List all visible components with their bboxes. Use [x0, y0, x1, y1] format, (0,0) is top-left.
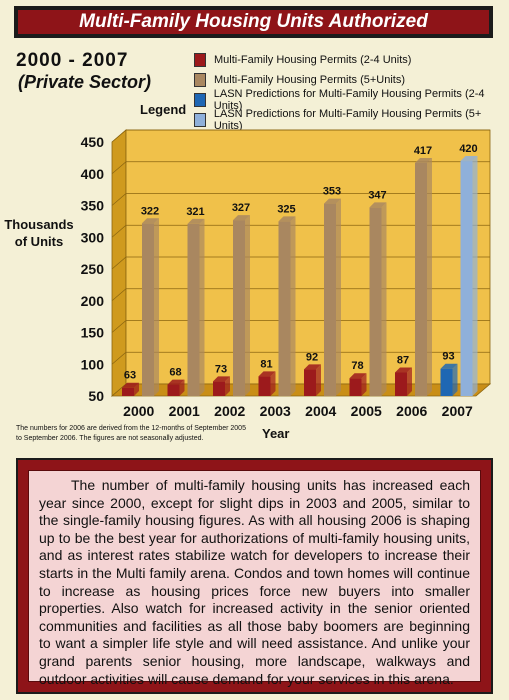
data-label: 353 — [323, 186, 341, 198]
bar-2002-0 — [213, 376, 230, 396]
bar-2002-1 — [233, 215, 250, 396]
legend-item-permits-2-4: Multi-Family Housing Permits (2-4 Units) — [194, 50, 509, 70]
y-tick-label: 300 — [81, 229, 105, 245]
legend-label-permits-2-4: Multi-Family Housing Permits (2-4 Units) — [214, 54, 412, 66]
data-label: 92 — [306, 351, 318, 363]
y-tick-label: 400 — [81, 166, 105, 182]
x-tick-label: 2007 — [442, 403, 473, 419]
data-label: 87 — [397, 355, 409, 367]
y-tick-label: 350 — [81, 198, 105, 214]
x-tick-label: 2000 — [123, 403, 154, 419]
y-tick-label: 50 — [88, 388, 104, 404]
data-label: 81 — [260, 358, 272, 370]
legend-item-predictions-2-4: LASN Predictions for Multi-Family Housin… — [194, 88, 509, 112]
bar-2005-1 — [369, 202, 387, 396]
bar-2006-1 — [415, 157, 432, 396]
bar-2007-3 — [460, 156, 478, 396]
data-label: 73 — [215, 363, 227, 375]
legend-swatch-permits-2-4 — [194, 53, 206, 67]
bar-2004-0 — [304, 364, 321, 396]
title-banner: Multi-Family Housing Units Authorized — [14, 6, 493, 38]
bar-2003-0 — [258, 371, 276, 396]
gridline — [111, 256, 490, 270]
bar-2000-1 — [142, 218, 159, 396]
bar-2004-1 — [324, 198, 341, 396]
legend-label-predictions-2-4: LASN Predictions for Multi-Family Housin… — [213, 88, 485, 112]
footnote: The numbers for 2006 are derived from th… — [16, 425, 246, 442]
gridline — [111, 129, 490, 143]
x-tick-label: 2002 — [214, 403, 245, 419]
gridline — [111, 161, 490, 175]
gridline — [111, 224, 490, 238]
bar-2003-1 — [278, 216, 296, 396]
y-tick-label: 250 — [81, 261, 105, 277]
gridline — [111, 193, 490, 206]
bar-2007-2 — [440, 363, 458, 396]
legend-label-predictions-5plus: LASN Predictions for Multi-Family Housin… — [213, 108, 482, 132]
data-label: 325 — [277, 203, 295, 215]
page-title: Multi-Family Housing Units Authorized — [79, 11, 428, 32]
y-tick-label: 100 — [81, 356, 105, 372]
bar-2006-0 — [395, 367, 412, 396]
data-label: 321 — [186, 206, 204, 218]
legend-title: Legend — [140, 102, 187, 117]
legend-label-permits-5plus: Multi-Family Housing Permits (5+Units) — [214, 74, 406, 86]
x-axis-title: Year — [262, 426, 290, 441]
bar-2005-0 — [349, 373, 367, 396]
data-label: 327 — [232, 202, 250, 214]
x-tick-label: 2003 — [260, 403, 291, 419]
bar-2000-0 — [122, 382, 139, 396]
bar-chart: 50 100 150 200 250 300 350 400 450 63 322 2000 68 321… — [81, 129, 492, 419]
legend-swatch-permits-5plus — [194, 73, 206, 87]
gridline — [111, 351, 490, 365]
legend-item-predictions-5plus: LASN Predictions for Multi-Family Housin… — [194, 108, 509, 132]
data-label: 347 — [368, 189, 386, 201]
x-tick-label: 2004 — [305, 403, 336, 419]
description-text: The number of multi-family housing units… — [28, 470, 481, 687]
gridline — [111, 320, 490, 333]
legend: Multi-Family Housing Permits (2-4 Units)… — [194, 50, 509, 132]
data-label: 93 — [442, 351, 454, 363]
legend-swatch-predictions-5plus — [194, 113, 206, 127]
legend-swatch-predictions-2-4 — [194, 93, 206, 107]
bar-2001-0 — [167, 379, 185, 396]
description-panel: The number of multi-family housing units… — [16, 458, 493, 694]
period-label: 2000 - 2007 — [16, 50, 129, 71]
bar-2001-1 — [187, 218, 205, 396]
y-tick-label: 200 — [81, 293, 105, 309]
x-tick-label: 2005 — [351, 403, 382, 419]
y-tick-label: 450 — [81, 134, 105, 150]
legend-item-permits-5plus: Multi-Family Housing Permits (5+Units) — [194, 70, 509, 90]
data-label: 68 — [169, 367, 181, 379]
data-label: 322 — [141, 205, 159, 217]
data-label: 63 — [124, 370, 136, 382]
y-axis-title: Thousands of Units — [4, 217, 74, 249]
sector-label: (Private Sector) — [18, 72, 152, 92]
data-label: 417 — [414, 145, 432, 157]
y-tick-label: 150 — [81, 325, 105, 341]
data-label: 420 — [459, 143, 477, 155]
gridline — [111, 288, 490, 302]
x-tick-label: 2006 — [396, 403, 427, 419]
x-tick-label: 2001 — [169, 403, 200, 419]
data-label: 78 — [351, 360, 363, 372]
